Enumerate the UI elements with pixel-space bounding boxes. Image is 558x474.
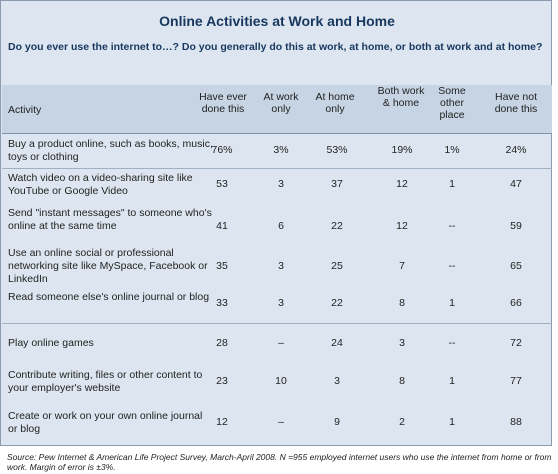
both-cell: 2 (399, 416, 405, 428)
work-cell: 3 (278, 297, 284, 309)
both-cell: 7 (399, 260, 405, 272)
other-cell: 1 (449, 375, 455, 387)
activity-cell: Play online games (8, 337, 94, 349)
ever-cell: 23 (216, 375, 228, 387)
ever-cell: 53 (216, 178, 228, 190)
not-cell: 72 (510, 337, 522, 349)
other-cell: -- (448, 337, 456, 349)
ever-cell: 76% (211, 144, 233, 156)
home-cell: 22 (331, 220, 343, 232)
activity-cell: Send "instant messages" to someone who's… (8, 207, 212, 232)
home-cell: 22 (331, 297, 343, 309)
both-cell: 19% (391, 144, 413, 156)
activity-cell: Buy a product online, such as books, mus… (8, 138, 213, 163)
other-cell: 1% (444, 144, 460, 156)
header-divider (2, 133, 552, 134)
not-cell: 24% (505, 144, 527, 156)
both-cell: 8 (399, 375, 405, 387)
header-other: Some other place (438, 85, 466, 121)
work-cell: 6 (278, 220, 284, 232)
header-row (2, 85, 552, 133)
table-frame: Online Activities at Work and Home Do yo… (0, 0, 552, 446)
activity-cell: Create or work on your own online journa… (8, 410, 203, 435)
both-cell: 12 (396, 178, 408, 190)
home-cell: 3 (334, 375, 340, 387)
work-cell: 3 (278, 260, 284, 272)
home-cell: 24 (331, 337, 343, 349)
not-cell: 66 (510, 297, 522, 309)
survey-question: Do you ever use the internet to…? Do you… (8, 41, 543, 53)
header-both: Both work & home (377, 85, 425, 109)
row-divider (2, 168, 552, 169)
header-activity: Activity (8, 104, 42, 116)
row-divider (2, 323, 552, 324)
not-cell: 47 (510, 178, 522, 190)
not-cell: 77 (510, 375, 522, 387)
activity-cell: Contribute writing, files or other conte… (8, 369, 203, 394)
both-cell: 3 (399, 337, 405, 349)
activity-cell: Watch video on a video-sharing site like… (8, 172, 193, 197)
both-cell: 12 (396, 220, 408, 232)
work-cell: 10 (275, 375, 287, 387)
source-note: Source: Pew Internet & American Life Pro… (7, 452, 552, 472)
ever-cell: 28 (216, 337, 228, 349)
ever-cell: 33 (216, 297, 228, 309)
header-ever: Have ever done this (199, 91, 247, 115)
activity-cell: Read someone else's online journal or bl… (8, 291, 210, 303)
header-home: At home only (315, 91, 355, 115)
ever-cell: 35 (216, 260, 228, 272)
not-cell: 59 (510, 220, 522, 232)
other-cell: 1 (449, 297, 455, 309)
home-cell: 9 (334, 416, 340, 428)
other-cell: 1 (449, 416, 455, 428)
work-cell: – (278, 416, 284, 428)
header-not: Have not done this (494, 91, 538, 115)
other-cell: -- (448, 260, 456, 272)
home-cell: 37 (331, 178, 343, 190)
ever-cell: 12 (216, 416, 228, 428)
ever-cell: 41 (216, 220, 228, 232)
home-cell: 25 (331, 260, 343, 272)
other-cell: 1 (449, 178, 455, 190)
header-work: At work only (263, 91, 299, 115)
not-cell: 65 (510, 260, 522, 272)
work-cell: 3% (273, 144, 289, 156)
work-cell: 3 (278, 178, 284, 190)
other-cell: -- (448, 220, 456, 232)
not-cell: 88 (510, 416, 522, 428)
table-title: Online Activities at Work and Home (159, 13, 395, 29)
work-cell: – (278, 337, 284, 349)
both-cell: 8 (399, 297, 405, 309)
activity-cell: Use an online social or professional net… (8, 247, 208, 285)
home-cell: 53% (326, 144, 348, 156)
